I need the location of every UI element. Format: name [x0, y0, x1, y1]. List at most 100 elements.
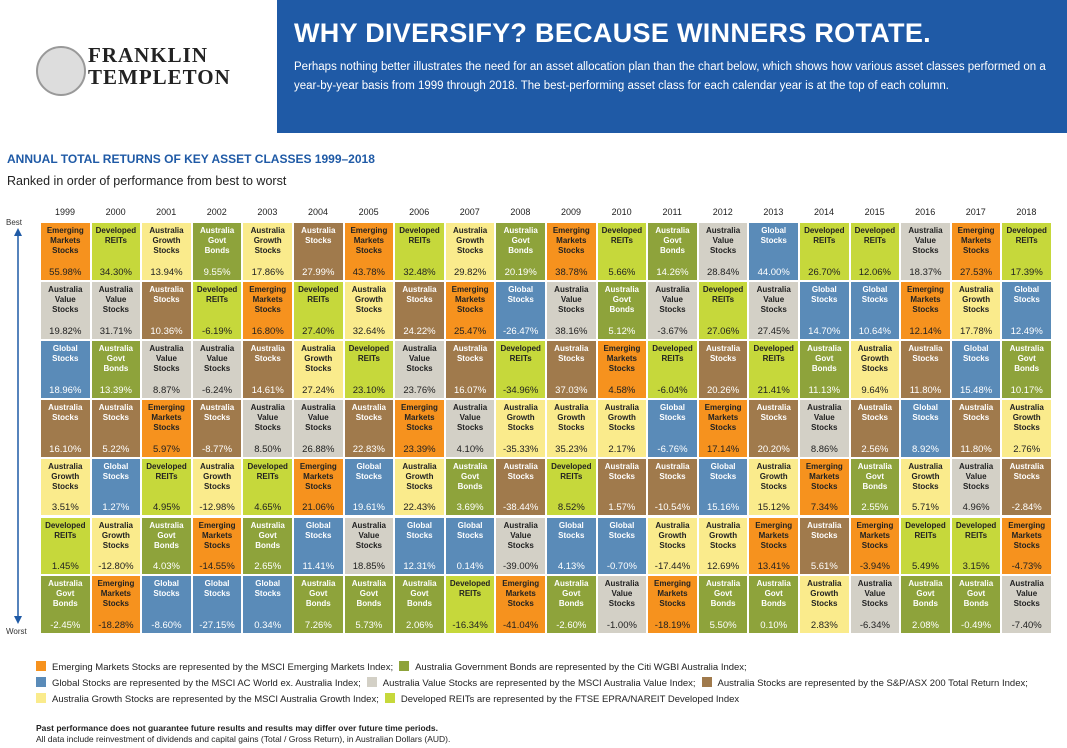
return-value: 27.53% [959, 266, 993, 278]
return-cell: Australia Stocks 14.61% [242, 339, 293, 399]
return-value: 12.06% [858, 266, 891, 278]
asset-class: Developed REITs [348, 343, 390, 363]
asset-class: Australia Value Stocks [1009, 579, 1044, 609]
asset-class: Global Stocks [305, 520, 332, 540]
asset-class: Australia Stocks [149, 284, 184, 304]
return-cell: Developed REITs 23.10% [343, 339, 395, 399]
return-value: 0.14% [456, 561, 484, 573]
return-cell: Developed REITs 34.30% [90, 222, 142, 281]
year-label: 2000 [105, 207, 126, 217]
return-value: 2.06% [406, 620, 433, 632]
return-value: 32.64% [352, 325, 385, 337]
return-value: 8.92% [912, 443, 939, 455]
return-cell: Australia Value Stocks 19.82% [40, 280, 91, 340]
return-value: 2.17% [608, 443, 636, 455]
return-value: 10.36% [150, 325, 183, 337]
return-value: 11.80% [960, 443, 992, 455]
return-cell: Australia Growth Stocks 2.83% [799, 575, 850, 635]
return-cell: Global Stocks 1.27% [90, 457, 142, 517]
legend-text: Australia Growth Stocks are represented … [52, 694, 379, 705]
return-cell: Australia Stocks -38.44% [495, 457, 546, 517]
return-cell: Australia Govt Bonds 2.55% [849, 457, 901, 517]
return-value: 21.06% [302, 502, 335, 514]
asset-class: Australia Value Stocks [250, 402, 285, 432]
return-value: -4.73% [1011, 561, 1042, 573]
return-value: 4.58% [608, 384, 636, 396]
asset-class: Emerging Markets Stocks [97, 579, 135, 609]
year-label: 1999 [54, 207, 76, 217]
legend-item: Australia Growth Stocks are represented … [36, 692, 379, 708]
asset-class: Australia Govt Bonds [908, 579, 943, 609]
return-cell: Emerging Markets Stocks 27.53% [950, 222, 1002, 281]
return-cell: Australia Growth Stocks -17.44% [647, 516, 698, 576]
asset-class: Emerging Markets Stocks [957, 226, 995, 255]
return-value: -0.70% [606, 561, 637, 573]
legend-swatch [36, 677, 46, 687]
return-value: 3.51% [51, 502, 79, 514]
return-value: 18.85% [352, 561, 385, 573]
asset-class: Australia Govt Bonds [958, 579, 994, 609]
asset-class: Australia Govt Bonds [98, 343, 133, 373]
return-value: -26.47% [502, 325, 539, 337]
return-cell: Australia Growth Stocks 17.86% [242, 222, 293, 281]
asset-class: Australia Value Stocks [655, 284, 690, 314]
asset-class: Developed REITs [449, 579, 491, 599]
return-value: 5.12% [608, 325, 636, 337]
return-cell: Global Stocks 0.34% [242, 575, 293, 635]
asset-class: Global Stocks [1013, 284, 1040, 304]
asset-class: Australia Govt Bonds [452, 461, 488, 491]
return-cell: Australia Value Stocks -6.34% [849, 575, 901, 635]
asset-class: Australia Stocks [554, 343, 589, 363]
return-value: 13.39% [99, 384, 132, 396]
return-cell: Emerging Markets Stocks 21.06% [293, 457, 344, 517]
asset-class: Australia Stocks [705, 343, 741, 363]
asset-class: Australia Stocks [756, 402, 791, 422]
asset-class: Australia Govt Bonds [503, 226, 538, 255]
table-subtitle: Ranked in order of performance from best… [7, 174, 287, 188]
asset-class: Emerging Markets Stocks [350, 226, 388, 255]
return-cell: Australia Growth Stocks 29.82% [444, 222, 496, 281]
return-value: 0.10% [760, 620, 788, 632]
return-value: 32.48% [403, 266, 436, 278]
return-cell: Developed REITs 4.95% [141, 457, 192, 517]
return-value: 55.98% [49, 266, 82, 278]
asset-class: Australia Growth Stocks [1009, 402, 1044, 432]
return-value: 27.06% [706, 325, 740, 337]
return-value: 7.34% [810, 502, 838, 514]
asset-class: Australia Growth Stocks [807, 579, 842, 609]
return-cell: Developed REITs 5.49% [900, 516, 951, 576]
asset-class: Australia Govt Bonds [250, 520, 285, 550]
asset-class: Australia Growth Stocks [756, 461, 791, 491]
return-value: 11.80% [909, 384, 942, 396]
return-value: 1.57% [608, 502, 636, 514]
return-value: 5.61% [810, 561, 838, 573]
asset-class: Global Stocks [811, 284, 838, 304]
return-value: 26.70% [808, 266, 841, 278]
return-value: 35.23% [555, 443, 588, 455]
return-value: -3.94% [859, 561, 890, 573]
asset-class: Australia Growth Stocks [908, 461, 943, 491]
return-cell: Global Stocks 11.41% [293, 516, 344, 576]
return-cell: Australia Growth Stocks 27.24% [293, 339, 344, 399]
return-value: 3.69% [456, 502, 484, 514]
asset-class: Global Stocks [456, 520, 484, 540]
year-label: 2014 [813, 207, 835, 217]
return-value: -14.55% [199, 561, 235, 573]
return-cell: Developed REITs 3.15% [950, 516, 1002, 576]
return-value: 44.00% [757, 266, 790, 278]
asset-class: Australia Growth Stocks [452, 226, 488, 255]
return-cell: Global Stocks -0.70% [596, 516, 648, 576]
asset-class: Australia Stocks [48, 402, 83, 422]
legend-text: Australia Value Stocks are represented b… [382, 678, 696, 689]
asset-class: Global Stocks [355, 461, 382, 481]
asset-class: Australia Growth Stocks [857, 343, 892, 373]
year-label: 2018 [1016, 207, 1037, 217]
return-cell: Australia Growth Stocks -35.33% [495, 398, 546, 458]
legend-item: Developed REITs are represented by the F… [384, 692, 739, 708]
return-cell: Australia Govt Bonds -2.60% [546, 575, 597, 635]
asset-class: Emerging Markets Stocks [198, 520, 236, 550]
return-cell: Australia Value Stocks -3.67% [647, 280, 698, 340]
return-cell: Emerging Markets Stocks 38.78% [546, 222, 597, 281]
asset-class: Global Stocks [507, 284, 534, 304]
asset-class: Developed REITs [854, 226, 896, 245]
